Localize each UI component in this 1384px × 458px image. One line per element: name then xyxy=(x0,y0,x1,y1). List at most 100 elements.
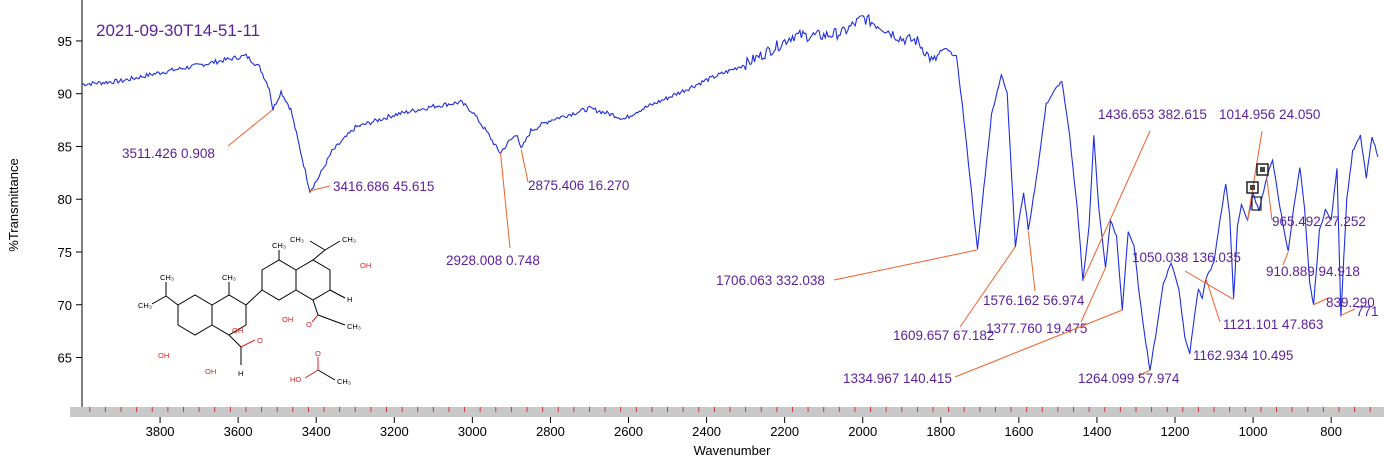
peak-leader-line xyxy=(1247,130,1263,221)
x-axis-title: Wavenumber xyxy=(694,443,771,458)
bond xyxy=(312,299,319,316)
label-oh: OH xyxy=(158,351,169,360)
peak-leader-line xyxy=(1266,178,1273,221)
bond xyxy=(312,249,326,261)
peak-label: 2875.406 16.270 xyxy=(528,178,629,193)
cursor-marker xyxy=(1246,181,1259,194)
x-tick-label: 2400 xyxy=(692,424,721,439)
label-o: O xyxy=(315,349,321,358)
ring-right-a xyxy=(261,259,297,301)
label-o: O xyxy=(257,336,263,345)
label-oh: OH xyxy=(205,367,216,376)
ring-right-b xyxy=(295,259,331,301)
bond xyxy=(165,295,179,306)
x-tick-label: 2000 xyxy=(848,424,877,439)
peak-leader-line xyxy=(1080,267,1106,323)
label-o: O xyxy=(306,320,312,329)
peak-label: 1706.063 332.038 xyxy=(716,273,825,288)
label-ch3: CH₃ xyxy=(342,235,356,244)
label-ch3: CH₃ xyxy=(138,301,152,310)
bond xyxy=(304,369,319,379)
peak-label: 1576.162 56.974 xyxy=(983,293,1085,308)
peak-leader-line xyxy=(833,249,978,281)
peak-label: 1377.760 19.475 xyxy=(986,321,1087,336)
y-tick-label: 70 xyxy=(58,298,72,313)
x-tick-label: 3400 xyxy=(302,424,331,439)
peak-label: 1436.653 382.615 xyxy=(1098,107,1207,122)
label-oh: OH xyxy=(232,326,243,335)
x-tick-label: 3200 xyxy=(380,424,409,439)
x-tick-label: 3000 xyxy=(458,424,487,439)
x-axis-minor-ticks xyxy=(89,407,1371,412)
peak-label: 1050.038 136.035 xyxy=(1132,250,1241,265)
label-ch3: CH₃ xyxy=(160,273,174,282)
peak-cursor-markers xyxy=(1246,163,1269,211)
cursor-marker xyxy=(1260,167,1265,172)
peak-annotations: 3511.426 0.908 3416.686 45.615 2928.008 0.… xyxy=(122,107,1379,386)
peak-label: 3416.686 45.615 xyxy=(333,179,434,194)
x-tick-label: 1800 xyxy=(926,424,955,439)
biaryl-bond xyxy=(245,289,263,306)
peak-leader-line xyxy=(959,246,1016,328)
x-tick-label: 3600 xyxy=(224,424,253,439)
label-ch3: CH₃ xyxy=(347,322,361,331)
cursor-marker xyxy=(1250,185,1255,190)
spectrum-line xyxy=(81,13,1379,371)
label-ch3: CH₃ xyxy=(290,235,304,244)
y-tick-label: 75 xyxy=(58,245,72,260)
bond xyxy=(309,240,326,251)
y-tick-label: 80 xyxy=(58,192,72,207)
cursor-marker xyxy=(1251,196,1262,211)
x-tick-label: 2800 xyxy=(536,424,565,439)
peak-label: 965.492 27.252 xyxy=(1272,214,1366,229)
bond xyxy=(317,314,346,326)
peak-leader-line xyxy=(1137,369,1151,377)
chart-title: 2021-09-30T14-51-11 xyxy=(96,21,260,40)
label-h: H xyxy=(238,369,243,378)
peak-label: 1609.657 67.182 xyxy=(893,328,994,343)
molecule-labels: OH OH OH OH OH O O O H H CH₃ CH₃ CH₃ CH₃… xyxy=(138,235,371,386)
bond xyxy=(311,314,319,323)
y-tick-label: 95 xyxy=(58,34,72,49)
peak-leader-line xyxy=(1282,251,1289,266)
bond xyxy=(240,339,256,348)
label-oh: OH xyxy=(282,315,293,324)
peak-label: 3511.426 0.908 xyxy=(122,146,215,161)
peak-label: 771 xyxy=(1356,304,1379,319)
molecule-structure xyxy=(151,240,346,381)
bond xyxy=(228,334,242,348)
peak-label: 1334.967 140.415 xyxy=(843,371,952,386)
label-ho: HO xyxy=(290,375,301,384)
x-tick-label: 1400 xyxy=(1082,424,1111,439)
y-tick-label: 85 xyxy=(58,139,72,154)
peak-label: 1121.101 47.863 xyxy=(1223,317,1323,332)
peak-label: 1014.956 24.050 xyxy=(1219,107,1320,122)
peak-label: 1162.934 10.495 xyxy=(1193,348,1293,363)
x-tick-label: 1200 xyxy=(1161,424,1190,439)
peak-leader-line xyxy=(1082,130,1151,281)
peak-leader-line xyxy=(309,185,331,192)
x-tick-label: 1000 xyxy=(1239,424,1268,439)
bond xyxy=(329,289,346,299)
x-tick-label: 3800 xyxy=(146,424,175,439)
peak-leader-line xyxy=(1205,278,1221,323)
label-ch3: CH₃ xyxy=(272,241,286,250)
peak-label: 1264.099 57.974 xyxy=(1078,371,1180,386)
bond xyxy=(151,295,167,305)
y-axis-title: %Transmittance xyxy=(6,158,21,251)
x-tick-label: 2200 xyxy=(770,424,799,439)
x-tick-label: 800 xyxy=(1320,424,1342,439)
peak-label: 910.889 94.918 xyxy=(1266,264,1360,279)
y-tick-label: 90 xyxy=(58,87,72,102)
peak-label: 839.290 xyxy=(1326,295,1375,310)
y-axis-ticks: 65 70 75 80 85 90 95 xyxy=(58,34,82,366)
label-oh: OH xyxy=(360,261,371,270)
peak-leader-line xyxy=(227,109,274,147)
bond xyxy=(324,240,341,251)
peak-leader-line xyxy=(520,149,529,183)
ring-left-a xyxy=(177,294,213,336)
peak-leader-line xyxy=(1340,308,1356,316)
x-tick-label: 2600 xyxy=(614,424,643,439)
peak-leader-line xyxy=(499,152,511,249)
